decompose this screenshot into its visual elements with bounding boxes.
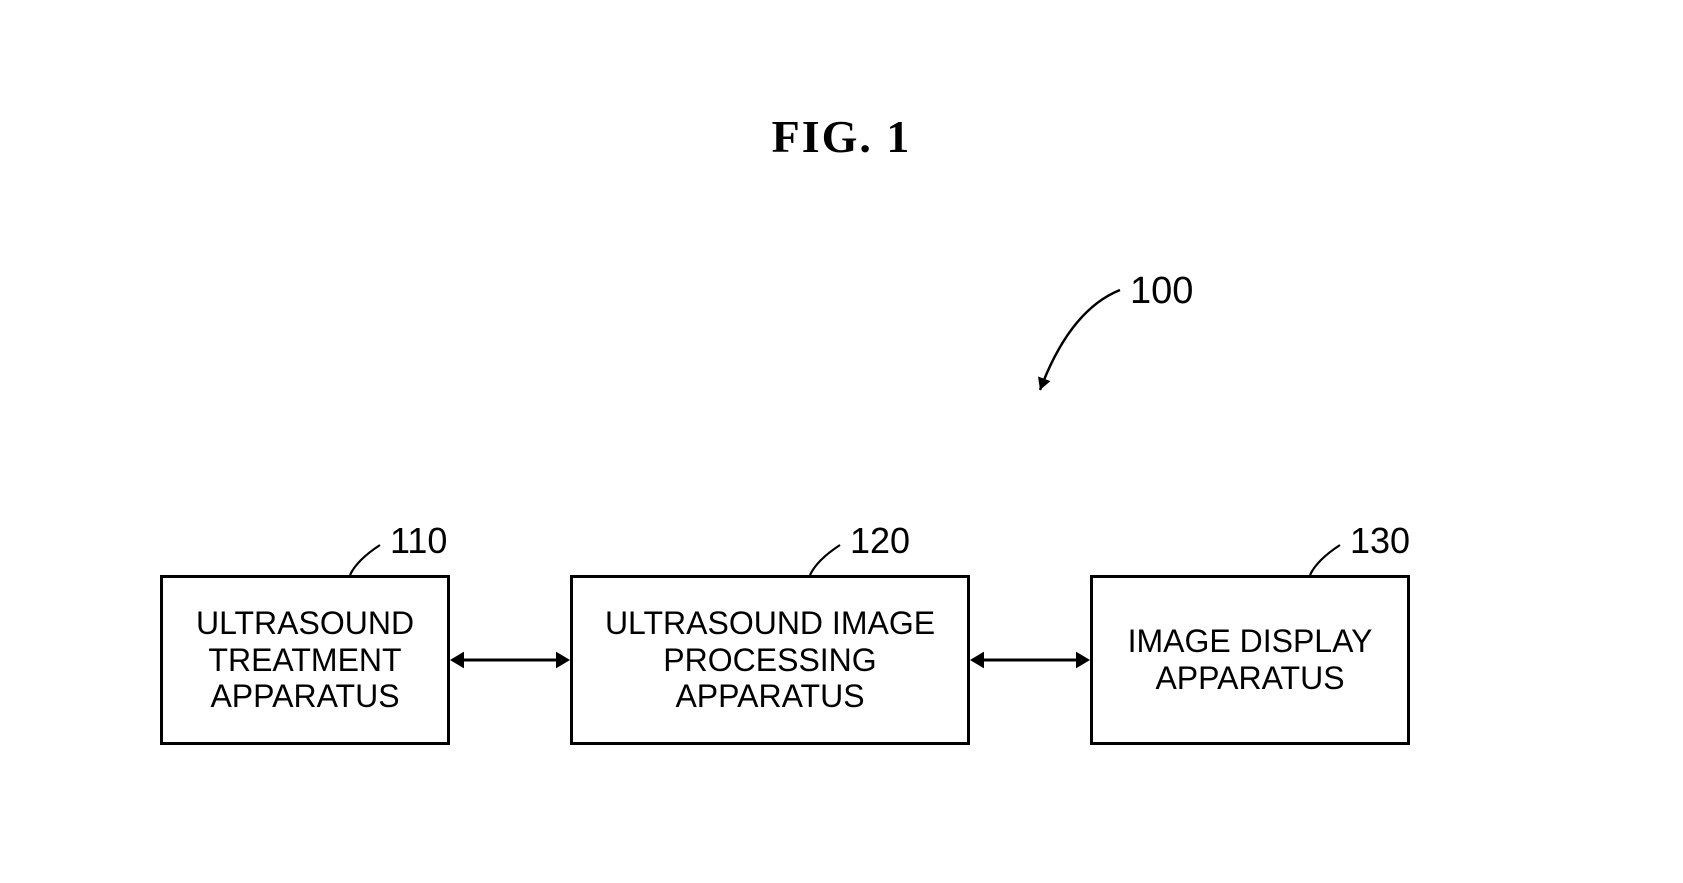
ref-number-120: 120 — [850, 520, 910, 562]
block-120: ULTRASOUND IMAGEPROCESSINGAPPARATUS — [570, 575, 970, 745]
block-130: IMAGE DISPLAYAPPARATUS — [1090, 575, 1410, 745]
system-ref-number: 100 — [1130, 270, 1193, 313]
figure-title: FIG. 1 — [0, 110, 1683, 163]
block-label: IMAGE DISPLAYAPPARATUS — [1128, 623, 1373, 697]
block-label: ULTRASOUNDTREATMENTAPPARATUS — [196, 605, 414, 715]
block-label: ULTRASOUND IMAGEPROCESSINGAPPARATUS — [605, 605, 935, 715]
block-110: ULTRASOUNDTREATMENTAPPARATUS — [160, 575, 450, 745]
ref-number-110: 110 — [390, 520, 447, 562]
ref-number-130: 130 — [1350, 520, 1410, 562]
